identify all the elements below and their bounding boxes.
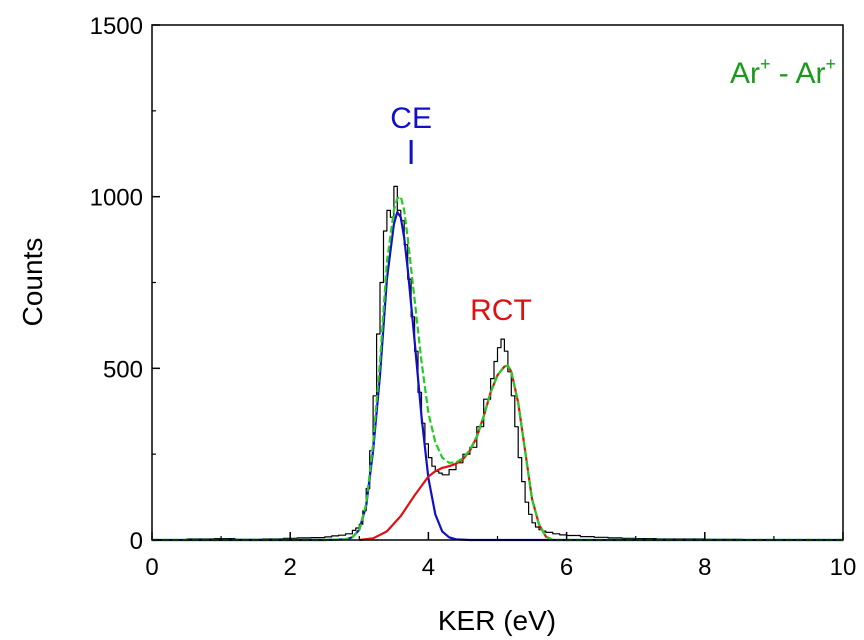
ion-pair-base2: Ar (795, 57, 825, 90)
chart-marks (152, 185, 843, 542)
series-line-sum (152, 195, 843, 542)
x-tick-label: 0 (145, 554, 158, 581)
x-tick-label: 10 (830, 554, 857, 581)
y-tick-label: 500 (103, 356, 143, 383)
y-tick-label: 1000 (90, 185, 143, 212)
y-tick-label: 0 (130, 528, 143, 555)
ce-label: CE (390, 102, 432, 135)
ion-pair-sup2: + (825, 54, 836, 74)
y-axis-title: Counts (17, 238, 48, 327)
series-line-rct (359, 364, 554, 542)
x-tick-label: 2 (284, 554, 297, 581)
x-tick-label: 4 (422, 554, 435, 581)
x-tick-label: 8 (698, 554, 711, 581)
x-tick-label: 6 (560, 554, 573, 581)
axis-ticks: 0 2 4 6 8 10 0 500 1000 1500 (90, 13, 857, 581)
series-line-histogram (186, 185, 743, 540)
rct-label: RCT (470, 294, 532, 327)
y-tick-label: 1500 (90, 13, 143, 40)
ion-pair-sep: - (770, 57, 795, 90)
ion-pair-label: Ar+ - Ar+ (730, 54, 836, 90)
plot-frame (151, 24, 844, 541)
ion-pair-sup1: + (760, 54, 771, 74)
x-axis-title: KER (eV) (438, 605, 556, 636)
ion-pair-base1: Ar (730, 57, 760, 90)
